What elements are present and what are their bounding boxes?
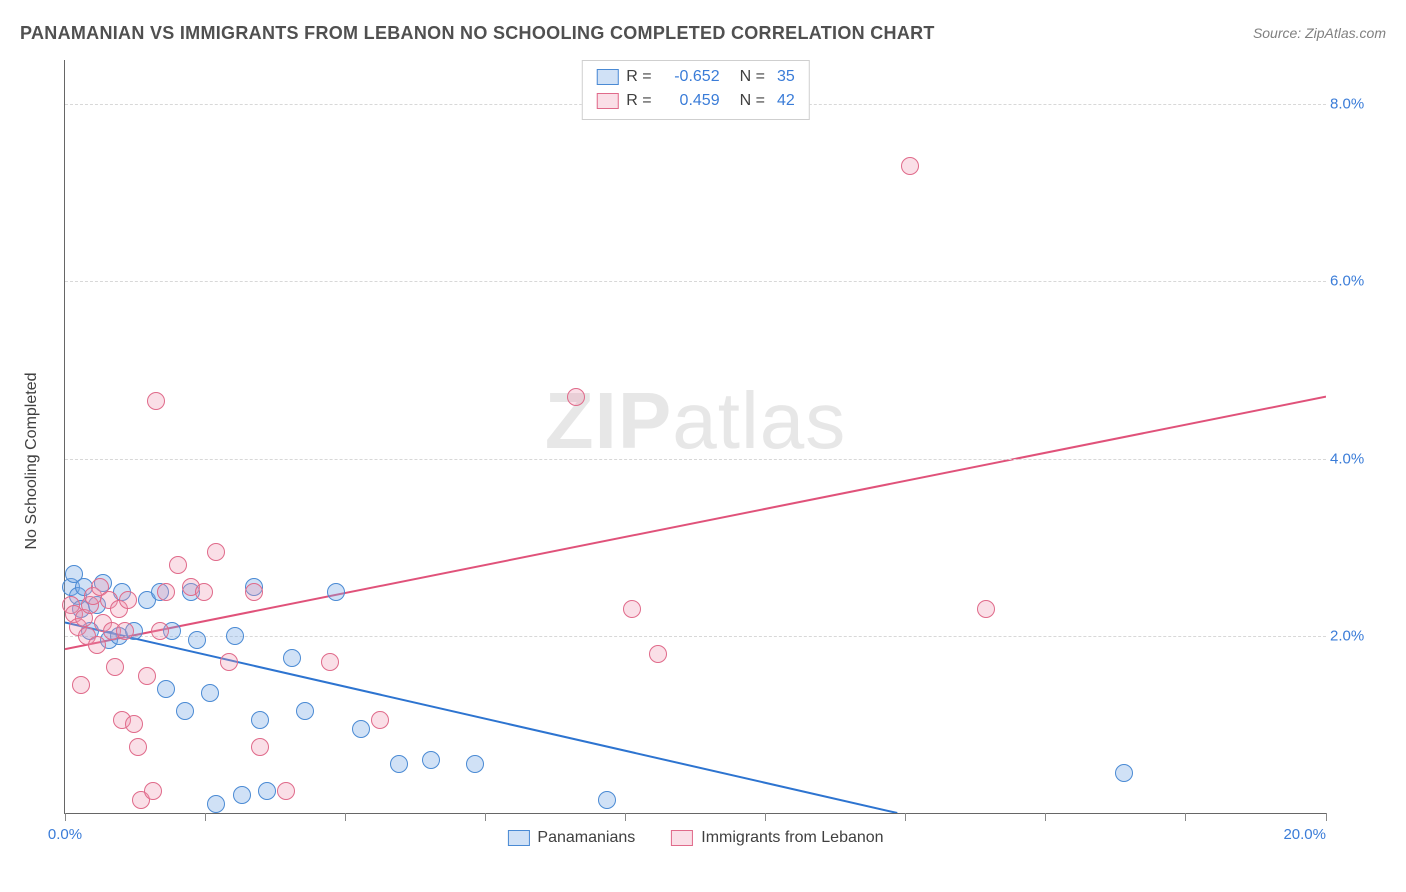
r-value-lebanon: 0.459 [660,89,720,113]
y-tick-label: 6.0% [1330,273,1378,290]
data-point-lebanon [277,782,295,800]
r-label: R = [626,89,651,113]
data-point-lebanon [151,622,169,640]
plot-area: ZIPatlas R = -0.652 N = 35 R = 0.459 N =… [64,60,1326,814]
data-point-lebanon [977,600,995,618]
legend-label-lebanon: Immigrants from Lebanon [701,829,883,847]
watermark-zip: ZIP [545,376,672,465]
data-point-lebanon [220,653,238,671]
x-tick [1045,813,1046,821]
data-point-panamanians [466,755,484,773]
x-tick [485,813,486,821]
data-point-panamanians [296,702,314,720]
data-point-panamanians [176,702,194,720]
y-tick-label: 8.0% [1330,96,1378,113]
data-point-lebanon [251,738,269,756]
regression-lines [65,60,1326,813]
data-point-lebanon [144,782,162,800]
data-point-lebanon [649,645,667,663]
x-tick [1326,813,1327,821]
data-point-lebanon [901,157,919,175]
data-point-lebanon [72,676,90,694]
n-label: N = [740,65,765,89]
data-point-panamanians [390,755,408,773]
source-label: Source: ZipAtlas.com [1253,25,1386,41]
data-point-lebanon [125,715,143,733]
swatch-panamanians [596,69,618,85]
y-tick-label: 2.0% [1330,627,1378,644]
data-point-lebanon [119,591,137,609]
x-tick [345,813,346,821]
legend-item-panamanians: Panamanians [507,829,635,847]
data-point-panamanians [352,720,370,738]
r-value-panamanians: -0.652 [660,65,720,89]
x-tick [905,813,906,821]
data-point-lebanon [116,622,134,640]
gridline-h [65,281,1326,282]
legend-item-lebanon: Immigrants from Lebanon [671,829,883,847]
data-point-lebanon [147,392,165,410]
x-tick-label: 0.0% [48,826,82,843]
legend-row-lebanon: R = 0.459 N = 42 [596,89,794,113]
data-point-panamanians [258,782,276,800]
legend-row-panamanians: R = -0.652 N = 35 [596,65,794,89]
x-tick [205,813,206,821]
watermark-atlas: atlas [672,376,846,465]
chart-container: No Schooling Completed ZIPatlas R = -0.6… [50,60,1386,862]
data-point-lebanon [106,658,124,676]
data-point-lebanon [245,583,263,601]
data-point-panamanians [422,751,440,769]
x-tick [765,813,766,821]
data-point-panamanians [598,791,616,809]
data-point-lebanon [169,556,187,574]
data-point-lebanon [207,543,225,561]
x-tick [1185,813,1186,821]
data-point-panamanians [283,649,301,667]
data-point-panamanians [226,627,244,645]
x-tick-label: 20.0% [1283,826,1326,843]
data-point-panamanians [188,631,206,649]
data-point-panamanians [251,711,269,729]
gridline-h [65,459,1326,460]
data-point-lebanon [138,667,156,685]
data-point-lebanon [157,583,175,601]
chart-title: PANAMANIAN VS IMMIGRANTS FROM LEBANON NO… [20,23,935,44]
data-point-panamanians [207,795,225,813]
swatch-lebanon [671,830,693,846]
n-value-lebanon: 42 [777,89,795,113]
n-label: N = [740,89,765,113]
data-point-lebanon [567,388,585,406]
data-point-lebanon [195,583,213,601]
n-value-panamanians: 35 [777,65,795,89]
data-point-lebanon [129,738,147,756]
r-label: R = [626,65,651,89]
x-tick [65,813,66,821]
swatch-lebanon [596,93,618,109]
data-point-lebanon [88,636,106,654]
data-point-panamanians [327,583,345,601]
y-tick-label: 4.0% [1330,450,1378,467]
data-point-panamanians [157,680,175,698]
data-point-lebanon [321,653,339,671]
legend-correlation: R = -0.652 N = 35 R = 0.459 N = 42 [581,60,809,120]
data-point-panamanians [233,786,251,804]
data-point-panamanians [1115,764,1133,782]
data-point-panamanians [201,684,219,702]
swatch-panamanians [507,830,529,846]
legend-series: Panamanians Immigrants from Lebanon [507,829,883,847]
y-axis-label: No Schooling Completed [23,373,41,550]
regression-line-lebanon [65,397,1326,649]
data-point-lebanon [371,711,389,729]
data-point-lebanon [623,600,641,618]
gridline-h [65,636,1326,637]
legend-label-panamanians: Panamanians [537,829,635,847]
watermark: ZIPatlas [545,375,846,467]
x-tick [625,813,626,821]
